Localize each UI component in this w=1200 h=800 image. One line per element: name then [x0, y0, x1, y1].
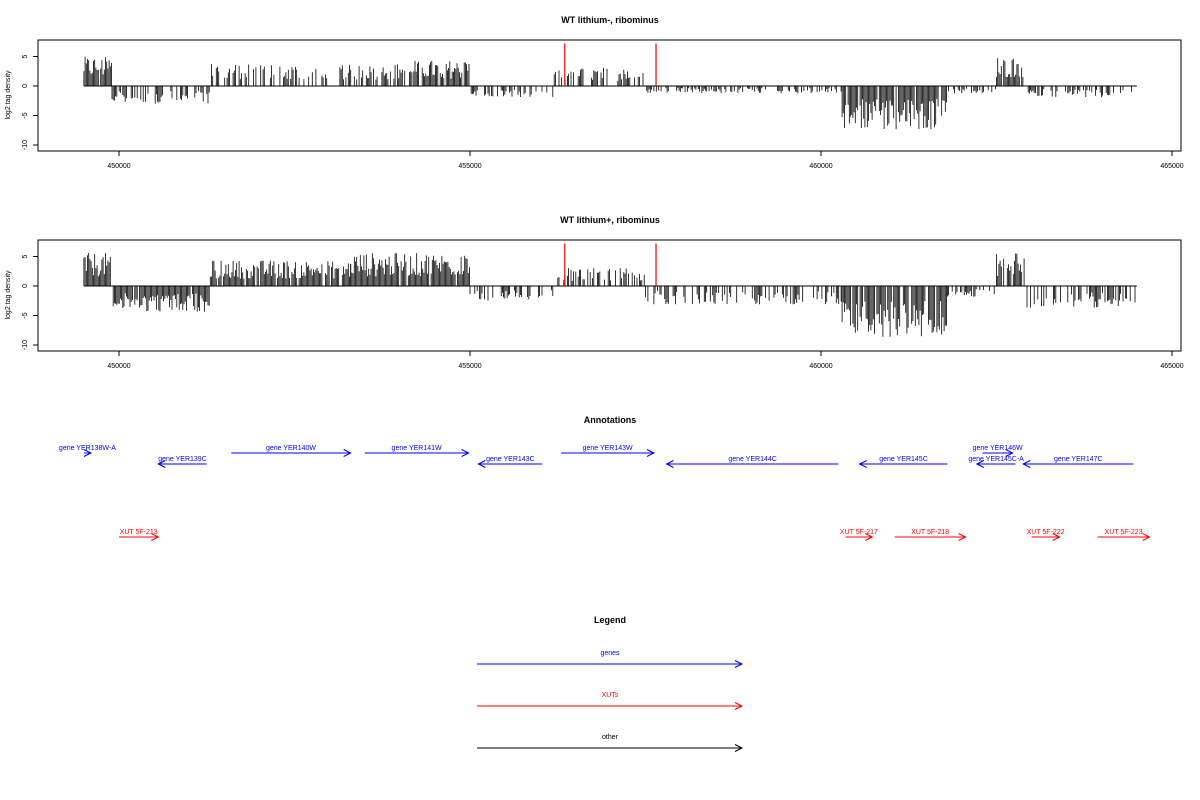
- x-axis: 450000 455000 460000 465000: [107, 150, 1184, 170]
- x-axis: 450000 455000 460000 465000: [107, 350, 1184, 370]
- gene-annotations: gene YER138W-A gene YER139C gene YER140W ge…: [59, 445, 1134, 468]
- legend-panel: Legend genes XUTs other: [477, 615, 744, 752]
- gene-label: gene YER138W-A: [59, 445, 116, 452]
- xut-label: XUT 5F-223: [1105, 529, 1143, 536]
- legend-label: other: [602, 734, 619, 741]
- legend-arrow: [477, 702, 744, 710]
- legend-arrow: [477, 660, 744, 668]
- y-axis-label: log2 tag density: [5, 70, 12, 120]
- gene-arrow: [561, 449, 656, 457]
- xut-arrow: [1097, 533, 1151, 541]
- gene-label: gene YER146W: [973, 445, 1023, 452]
- y-axis: 5 0 -5 -10: [22, 54, 39, 150]
- y-tick-label: 0: [22, 84, 29, 88]
- track-panel-lithium-minus: WT lithium-, ribominus log2 tag density …: [5, 15, 1184, 170]
- y-tick-label: 0: [22, 284, 29, 288]
- x-tick-label: 460000: [809, 163, 832, 170]
- gene-arrow: [231, 449, 352, 457]
- x-tick-label: 460000: [809, 363, 832, 370]
- y-axis: 5 0 -5 -10: [22, 254, 39, 350]
- xut-arrow: [845, 533, 874, 541]
- gene-label: gene YER147C: [1054, 456, 1103, 463]
- x-tick-label: 465000: [1160, 163, 1183, 170]
- x-tick-label: 450000: [107, 163, 130, 170]
- xut-arrow: [894, 533, 967, 541]
- gene-label: gene YER143W: [583, 445, 633, 452]
- gene-label: gene YER145C: [879, 456, 928, 463]
- xut-label: XUT 5F-222: [1027, 529, 1065, 536]
- track-panel-lithium-plus: WT lithium+, ribominus log2 tag density …: [5, 215, 1184, 370]
- gene-arrow: [982, 449, 1014, 457]
- gene-arrow: [477, 460, 543, 468]
- y-tick-label: 5: [22, 54, 29, 58]
- xut-annotations: XUT 5F-213 XUT 5F-217 XUT 5F-218 XUT 5F-222…: [119, 529, 1151, 541]
- annotations-title: Annotations: [584, 415, 637, 425]
- xut-label: XUT 5F-218: [911, 529, 949, 536]
- track-title: WT lithium-, ribominus: [561, 15, 659, 25]
- legend-label: genes: [600, 650, 620, 657]
- highlight-bars: [564, 243, 657, 286]
- x-tick-label: 465000: [1160, 363, 1183, 370]
- track-title: WT lithium+, ribominus: [560, 215, 660, 225]
- highlight-bars: [564, 43, 657, 86]
- gene-arrow: [157, 460, 207, 468]
- xut-label: XUT 5F-217: [840, 529, 878, 536]
- xut-arrow: [1031, 533, 1061, 541]
- gene-arrow: [858, 460, 948, 468]
- gene-label: gene YER140W: [266, 445, 316, 452]
- x-tick-label: 450000: [107, 363, 130, 370]
- xut-arrow: [119, 533, 160, 541]
- gene-arrow: [975, 460, 1016, 468]
- y-axis-label: log2 tag density: [5, 270, 12, 320]
- gene-label: gene YER141W: [392, 445, 442, 452]
- gene-label: gene YER145C-A: [968, 456, 1024, 463]
- legend-arrow: [477, 744, 744, 752]
- legend-title: Legend: [594, 615, 626, 625]
- x-tick-label: 455000: [458, 363, 481, 370]
- plot-frame: [37, 39, 1182, 152]
- x-tick-label: 455000: [458, 163, 481, 170]
- legend-items: genes XUTs other: [477, 650, 744, 752]
- gene-arrow: [364, 449, 470, 457]
- gene-label: gene YER143C: [486, 456, 535, 463]
- legend-label: XUTs: [602, 692, 619, 699]
- gene-arrow: [1022, 460, 1134, 468]
- y-tick-label: -10: [22, 340, 29, 350]
- tag-density-bars: [83, 56, 1137, 130]
- y-tick-label: -10: [22, 140, 29, 150]
- gene-arrow: [665, 460, 839, 468]
- gene-arrow: [83, 449, 93, 457]
- y-tick-label: -5: [22, 312, 29, 318]
- y-tick-label: 5: [22, 254, 29, 258]
- gene-label: gene YER144C: [728, 456, 777, 463]
- y-tick-label: -5: [22, 112, 29, 118]
- gene-label: gene YER139C: [158, 456, 207, 463]
- xut-label: XUT 5F-213: [120, 529, 158, 536]
- tag-density-bars: [83, 252, 1137, 337]
